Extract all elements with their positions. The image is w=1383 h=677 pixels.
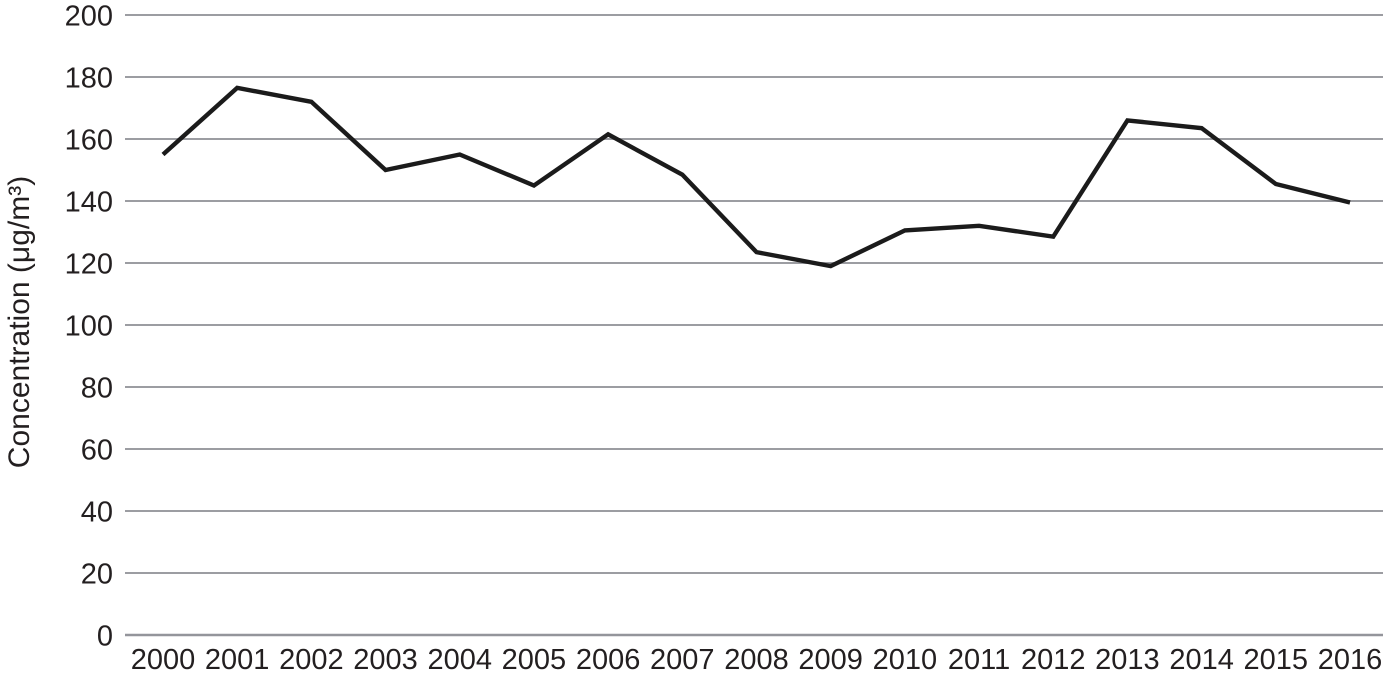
x-tick-label: 2002: [279, 644, 344, 676]
x-tick-label: 2004: [427, 644, 492, 676]
y-tick-label: 20: [81, 559, 113, 591]
y-tick-label: 0: [97, 621, 113, 653]
y-tick-label: 80: [81, 373, 113, 405]
y-tick-label: 100: [65, 311, 113, 343]
x-tick-label: 2011: [948, 644, 1010, 676]
x-tick-label: 2001: [205, 644, 270, 676]
y-tick-label: 160: [65, 125, 113, 157]
x-tick-label: 2006: [576, 644, 641, 676]
axis-label-layer: 0 20 40 60 80 100 120 140 160 180 200 2000 2001 2002 2…: [65, 1, 1383, 677]
x-tick-label: 2014: [1169, 644, 1234, 676]
x-tick-label: 2009: [798, 644, 863, 676]
grid-layer: [125, 14, 1383, 637]
x-tick-label: 2016: [1318, 644, 1383, 676]
y-tick-label: 140: [65, 187, 113, 219]
series-layer: [161, 85, 1351, 269]
y-tick-label: 180: [65, 63, 113, 95]
x-tick-label: 2010: [873, 644, 938, 676]
x-tick-label: 2000: [131, 644, 196, 676]
x-tick-label: 2013: [1095, 644, 1160, 676]
y-tick-label: 60: [81, 435, 113, 467]
y-tick-label: 200: [65, 1, 113, 33]
x-tick-label: 2007: [650, 644, 715, 676]
y-tick-label: 40: [81, 497, 113, 529]
y-axis-title: Concentration (μg/m³): [3, 176, 36, 468]
x-tick-label: 2012: [1021, 644, 1086, 676]
concentration-series-line: [161, 85, 1351, 269]
x-tick-label: 2005: [502, 644, 567, 676]
x-tick-label: 2008: [724, 644, 789, 676]
x-tick-label: 2015: [1244, 644, 1309, 676]
x-tick-label: 2003: [353, 644, 418, 676]
y-tick-label: 120: [65, 249, 113, 281]
